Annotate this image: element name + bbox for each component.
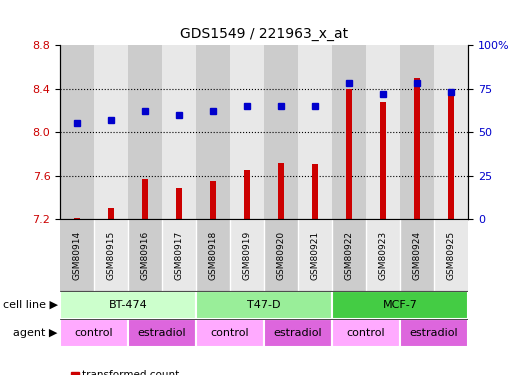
Text: cell line ▶: cell line ▶ — [3, 300, 58, 310]
Bar — [196, 319, 264, 347]
Bar — [332, 219, 366, 291]
Bar — [366, 219, 400, 291]
Bar — [60, 319, 128, 347]
Bar — [414, 78, 420, 219]
Bar — [380, 102, 386, 219]
Text: GSM80923: GSM80923 — [379, 230, 388, 280]
Text: control: control — [75, 328, 113, 338]
Bar — [400, 219, 434, 291]
Title: GDS1549 / 221963_x_at: GDS1549 / 221963_x_at — [180, 27, 348, 41]
Bar — [196, 291, 332, 319]
Text: GSM80917: GSM80917 — [175, 230, 184, 280]
Text: estradiol: estradiol — [138, 328, 186, 338]
Text: GSM80919: GSM80919 — [243, 230, 252, 280]
Text: control: control — [211, 328, 249, 338]
Text: GSM80921: GSM80921 — [311, 230, 320, 280]
Text: GSM80915: GSM80915 — [107, 230, 116, 280]
Bar — [434, 45, 468, 219]
Bar — [332, 319, 400, 347]
Bar — [244, 170, 250, 219]
Text: GSM80922: GSM80922 — [345, 231, 354, 279]
Bar — [162, 219, 196, 291]
Text: GSM80918: GSM80918 — [209, 230, 218, 280]
Bar — [346, 88, 352, 219]
Bar — [366, 45, 400, 219]
Bar — [196, 219, 230, 291]
Bar — [94, 45, 128, 219]
Bar — [264, 45, 298, 219]
Bar — [74, 218, 80, 219]
Bar — [142, 179, 148, 219]
Bar — [210, 181, 216, 219]
Bar — [298, 45, 332, 219]
Text: estradiol: estradiol — [410, 328, 458, 338]
Bar — [298, 219, 332, 291]
Bar — [434, 219, 468, 291]
Text: agent ▶: agent ▶ — [13, 328, 58, 338]
Bar — [278, 163, 284, 219]
Text: BT-474: BT-474 — [109, 300, 147, 310]
Bar — [332, 291, 468, 319]
Bar — [196, 45, 230, 219]
Bar — [128, 319, 196, 347]
Bar — [108, 209, 114, 219]
Text: GSM80924: GSM80924 — [413, 231, 422, 279]
Text: estradiol: estradiol — [274, 328, 322, 338]
Text: GSM80925: GSM80925 — [447, 230, 456, 280]
Bar — [94, 219, 128, 291]
Bar — [332, 45, 366, 219]
Bar — [448, 94, 454, 219]
Text: GSM80916: GSM80916 — [141, 230, 150, 280]
Bar — [176, 188, 182, 219]
Bar — [230, 45, 264, 219]
Bar — [230, 219, 264, 291]
Bar — [60, 291, 196, 319]
Bar — [128, 45, 162, 219]
Text: transformed count: transformed count — [82, 370, 179, 375]
Bar — [60, 219, 94, 291]
Text: GSM80920: GSM80920 — [277, 230, 286, 280]
Text: T47-D: T47-D — [247, 300, 281, 310]
Bar — [312, 164, 318, 219]
Bar — [128, 219, 162, 291]
Bar — [264, 319, 332, 347]
Bar — [162, 45, 196, 219]
Text: MCF-7: MCF-7 — [383, 300, 417, 310]
Bar — [60, 45, 94, 219]
Bar — [400, 319, 468, 347]
Bar — [400, 45, 434, 219]
Bar — [264, 219, 298, 291]
Text: control: control — [347, 328, 385, 338]
Text: GSM80914: GSM80914 — [73, 230, 82, 280]
